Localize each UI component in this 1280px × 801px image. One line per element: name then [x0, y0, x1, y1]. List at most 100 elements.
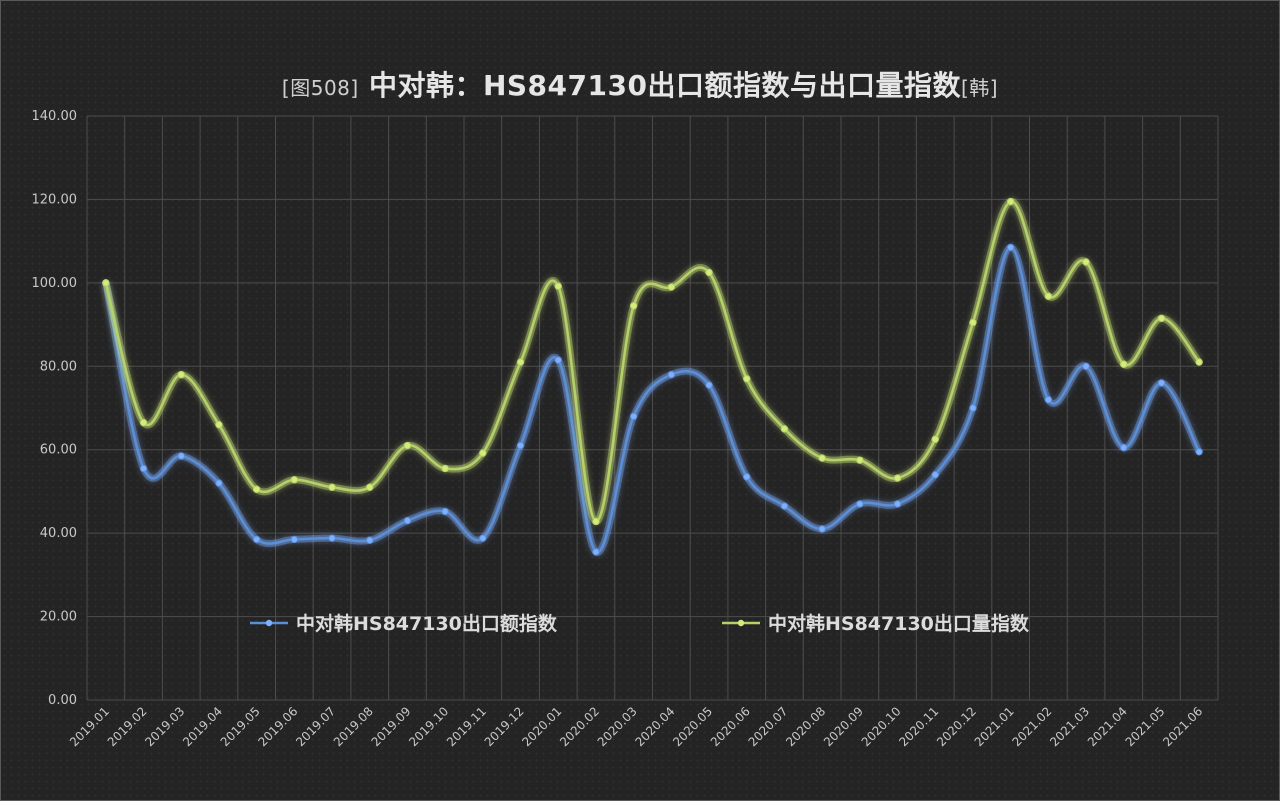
chart-title-suffix: [韩]	[960, 76, 999, 100]
data-point	[856, 456, 864, 464]
data-point	[667, 370, 676, 379]
data-point	[969, 404, 977, 412]
data-point	[1044, 395, 1053, 404]
y-tick-label: 100.00	[32, 276, 78, 291]
chart-title-main: 中对韩：HS847130出口额指数与出口量指数	[368, 69, 961, 102]
x-tick-label: 2020.02	[557, 704, 602, 749]
data-point	[629, 302, 638, 310]
x-tick-label: 2019.12	[482, 704, 527, 749]
data-point	[139, 464, 148, 473]
y-tick-label: 20.00	[40, 610, 77, 625]
data-point	[969, 318, 977, 327]
data-point	[516, 358, 525, 366]
data-point	[366, 483, 374, 491]
data-point	[931, 435, 939, 443]
y-tick-label: 140.00	[32, 109, 78, 124]
x-tick-label: 2020.04	[632, 704, 677, 749]
x-tick-label: 2019.06	[255, 704, 300, 749]
data-point	[705, 381, 713, 389]
x-tick-label: 2021.04	[1085, 704, 1130, 749]
data-point	[290, 535, 299, 544]
data-point	[441, 464, 449, 473]
data-point	[328, 483, 336, 491]
x-tick-label: 2020.09	[821, 704, 866, 749]
x-tick-label: 2019.10	[406, 704, 451, 749]
legend-label: 中对韩HS847130出口额指数	[296, 612, 558, 635]
data-point	[479, 534, 487, 542]
data-point	[592, 548, 600, 556]
data-point	[479, 449, 487, 457]
data-point	[931, 471, 939, 479]
series-group	[102, 197, 1203, 556]
y-tick-label: 120.00	[32, 192, 78, 207]
data-point	[743, 473, 751, 481]
grid	[86, 115, 1219, 701]
x-tick-label: 2019.11	[444, 704, 489, 749]
x-tick-label: 2021.05	[1123, 704, 1168, 749]
data-point	[252, 535, 261, 544]
x-tick-label: 2020.06	[708, 704, 753, 749]
x-tick-label: 2020.08	[783, 704, 828, 749]
data-point	[893, 500, 902, 508]
x-tick-label: 2020.10	[859, 704, 904, 749]
x-tick-label: 2019.01	[67, 704, 112, 749]
x-tick-label: 2020.12	[934, 704, 979, 749]
data-point	[1006, 197, 1015, 206]
x-tick-label: 2019.05	[218, 704, 263, 749]
data-point	[516, 441, 525, 450]
data-point	[667, 283, 676, 291]
data-point	[1195, 448, 1203, 456]
data-point	[592, 517, 600, 526]
data-point	[1006, 243, 1015, 252]
y-tick-label: 80.00	[40, 359, 77, 374]
data-point	[818, 525, 826, 533]
legend: 中对韩HS847130出口额指数 中对韩HS847130出口量指数	[250, 612, 1030, 635]
x-tick-label: 2020.11	[896, 704, 941, 749]
data-point	[1120, 443, 1128, 452]
data-point	[102, 279, 110, 287]
data-point	[177, 370, 185, 379]
x-tick-label: 2020.07	[746, 704, 791, 749]
data-point	[403, 441, 412, 450]
data-point	[893, 474, 902, 482]
y-tick-label: 0.00	[48, 693, 77, 708]
data-point	[1157, 314, 1166, 323]
x-tick-label: 2021.03	[1047, 704, 1092, 749]
x-tick-label: 2019.02	[105, 704, 150, 749]
data-point	[290, 476, 299, 484]
data-point	[743, 375, 751, 383]
legend-item: 中对韩HS847130出口量指数	[722, 612, 1030, 635]
x-tick-label: 2019.04	[180, 704, 225, 749]
data-point	[1195, 358, 1203, 366]
chart-title: [图508] 中对韩：HS847130出口额指数与出口量指数[韩]	[0, 64, 1280, 104]
data-point	[252, 485, 261, 494]
legend-item: 中对韩HS847130出口额指数	[250, 612, 558, 635]
x-tick-label: 2021.01	[972, 704, 1017, 749]
data-point	[818, 454, 826, 462]
x-tick-label: 2019.07	[293, 704, 338, 749]
x-tick-label: 2019.09	[369, 704, 414, 749]
data-point	[554, 282, 562, 290]
data-point	[441, 507, 449, 516]
data-point	[1157, 379, 1166, 387]
data-point	[215, 420, 223, 429]
data-point	[366, 536, 374, 544]
legend-marker	[265, 619, 273, 627]
x-tick-label: 2021.02	[1009, 704, 1054, 749]
data-point	[554, 356, 562, 364]
y-tick-label: 40.00	[40, 526, 77, 541]
data-point	[705, 268, 713, 277]
legend-label: 中对韩HS847130出口量指数	[768, 612, 1030, 635]
data-point	[177, 452, 185, 460]
x-tick-label: 2020.03	[595, 704, 640, 749]
data-point	[1120, 360, 1128, 368]
data-point	[328, 534, 336, 542]
data-point	[403, 516, 412, 525]
data-point	[780, 425, 789, 433]
data-point	[780, 502, 789, 510]
data-point	[629, 412, 638, 421]
data-point	[215, 479, 223, 487]
x-tick-label: 2019.03	[142, 704, 187, 749]
data-point	[856, 500, 864, 508]
